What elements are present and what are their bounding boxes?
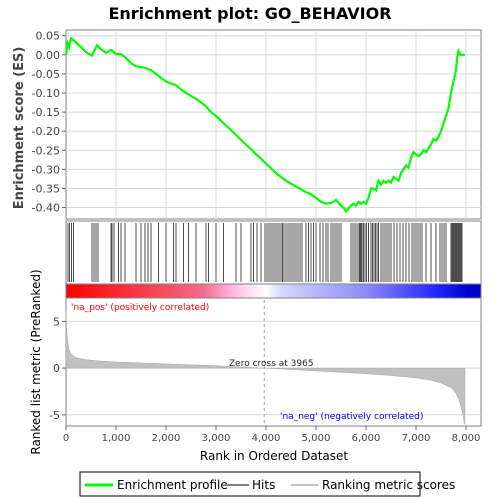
metric-panel-frame <box>65 297 482 427</box>
es-y-tick-label: 0.00 <box>36 49 61 62</box>
hits-panel-frame <box>65 220 482 285</box>
legend-metric-label: Ranking metric scores <box>322 478 455 492</box>
es-y-ticks: 0.05 0.00 -0.05 -0.10 -0.15 -0.20 -0.25 -0.30 -0… <box>32 30 66 215</box>
es-y-tick-label: -0.05 <box>32 68 60 81</box>
chart-title: Enrichment plot: GO_BEHAVIOR <box>108 4 391 23</box>
metric-y-tick-label: -5 <box>49 409 60 422</box>
neg-correlated-label: 'na_neg' (negatively correlated) <box>280 412 423 422</box>
ranking-color-bar <box>65 283 482 299</box>
ranking-metric-area <box>65 311 466 426</box>
x-tick-label: 5,000 <box>302 433 331 444</box>
x-axis-label: Rank in Ordered Dataset <box>200 449 348 463</box>
hits-markers <box>67 223 463 282</box>
es-y-tick-label: -0.25 <box>32 144 60 157</box>
es-y-label: Enrichment score (ES) <box>12 47 27 210</box>
legend-enrichment-label: Enrichment profile <box>117 478 228 492</box>
metric-y-ticks: 5 0 -5 <box>49 315 66 422</box>
x-tick-label: 7,000 <box>402 433 431 444</box>
pos-correlated-label: 'na_pos' (positively correlated) <box>71 303 209 313</box>
x-tick-label: 6,000 <box>352 433 381 444</box>
zero-cross-label: Zero cross at 3965 <box>229 359 314 369</box>
metric-y-tick-label: 0 <box>53 362 60 375</box>
metric-y-tick-label: 5 <box>53 315 60 328</box>
es-y-tick-label: -0.35 <box>32 182 60 195</box>
es-y-tick-label: -0.10 <box>32 87 60 100</box>
x-tick-label: 3,000 <box>202 433 231 444</box>
es-y-tick-label: -0.40 <box>32 202 60 215</box>
x-tick-label: 8,000 <box>452 433 481 444</box>
x-tick-label: 0 <box>63 433 69 444</box>
legend-box <box>79 471 421 497</box>
es-y-tick-label: 0.05 <box>36 30 61 43</box>
es-y-tick-label: -0.20 <box>32 125 60 138</box>
x-axis-ticks: 0 1,000 2,000 3,000 4,000 5,000 6,000 7,000 8,00… <box>63 426 481 444</box>
es-y-tick-label: -0.30 <box>32 163 60 176</box>
es-y-tick-label: -0.15 <box>32 106 60 119</box>
es-gridlines <box>66 30 481 219</box>
es-panel-frame <box>65 29 482 220</box>
x-tick-label: 4,000 <box>252 433 281 444</box>
metric-y-label: Ranked list metric (PreRanked) <box>29 269 43 454</box>
enrichment-profile-line <box>64 36 465 214</box>
x-tick-label: 2,000 <box>152 433 181 444</box>
legend-hits-label: Hits <box>252 478 275 492</box>
x-tick-label: 1,000 <box>102 433 131 444</box>
